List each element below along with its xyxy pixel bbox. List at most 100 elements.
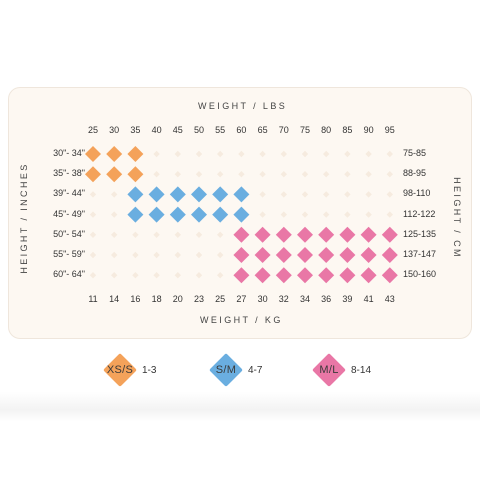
size-cell bbox=[254, 267, 271, 284]
empty-cell bbox=[365, 191, 372, 198]
empty-cell bbox=[132, 272, 139, 279]
empty-cell bbox=[195, 231, 203, 238]
bottom-axis-title: WEIGHT / KG bbox=[200, 315, 283, 325]
empty-cell bbox=[111, 251, 118, 259]
empty-cell bbox=[111, 272, 118, 279]
lbs-tick-label: 70 bbox=[278, 125, 289, 135]
inches-tick-label: 55"- 59" bbox=[53, 249, 85, 259]
empty-cell bbox=[217, 171, 224, 178]
kg-tick-label: 23 bbox=[193, 294, 205, 304]
empty-cell bbox=[217, 231, 224, 238]
size-cell bbox=[297, 247, 313, 263]
empty-cell bbox=[89, 272, 97, 279]
empty-cell bbox=[153, 150, 160, 158]
lbs-tick-label: 90 bbox=[363, 125, 374, 135]
empty-cell bbox=[323, 191, 330, 198]
size-cell bbox=[148, 206, 165, 223]
size-cell bbox=[360, 226, 377, 243]
size-cell bbox=[318, 226, 335, 243]
kg-tick-label: 43 bbox=[384, 294, 395, 304]
legend-range: 8-14 bbox=[351, 364, 372, 376]
cm-tick-label: 98-110 bbox=[403, 188, 431, 199]
empty-cell bbox=[259, 211, 266, 218]
size-cell bbox=[339, 226, 356, 243]
lbs-tick-label: 75 bbox=[299, 125, 311, 135]
kg-tick-label: 16 bbox=[130, 294, 141, 304]
size-cell bbox=[233, 267, 250, 284]
empty-cell bbox=[344, 191, 351, 198]
empty-cell bbox=[280, 211, 287, 218]
size-cell bbox=[127, 206, 144, 223]
empty-cell bbox=[174, 150, 181, 158]
size-cell bbox=[127, 146, 144, 162]
size-cell bbox=[233, 247, 250, 263]
empty-cell bbox=[217, 150, 224, 158]
lbs-tick-label: 95 bbox=[384, 125, 395, 135]
empty-cell bbox=[323, 150, 330, 158]
lbs-tick-label: 80 bbox=[321, 125, 332, 135]
empty-cell bbox=[365, 150, 372, 158]
empty-cell bbox=[153, 231, 160, 238]
legend-diamond-pink: M/L bbox=[313, 354, 345, 386]
empty-cell bbox=[301, 150, 309, 158]
empty-cell bbox=[111, 211, 118, 218]
inches-tick-label: 35"- 38" bbox=[53, 168, 85, 179]
empty-cell bbox=[344, 150, 351, 158]
empty-cell bbox=[195, 272, 203, 279]
size-cell bbox=[297, 226, 313, 243]
kg-tick-label: 27 bbox=[236, 294, 247, 304]
size-cell bbox=[127, 186, 144, 203]
size-cell bbox=[233, 226, 250, 243]
empty-cell bbox=[301, 211, 309, 218]
kg-tick-label: 11 bbox=[88, 294, 98, 304]
empty-cell bbox=[386, 191, 393, 198]
empty-cell bbox=[259, 150, 266, 158]
size-cell bbox=[148, 186, 165, 203]
size-cell bbox=[169, 186, 186, 203]
size-cell bbox=[275, 226, 292, 243]
empty-cell bbox=[365, 211, 372, 218]
lbs-tick-label: 45 bbox=[172, 125, 183, 135]
empty-cell bbox=[111, 191, 118, 198]
empty-cell bbox=[132, 251, 139, 259]
lbs-tick-label: 55 bbox=[215, 125, 226, 135]
empty-cell bbox=[217, 272, 224, 279]
empty-cell bbox=[365, 171, 372, 178]
kg-tick-label: 18 bbox=[151, 294, 162, 304]
lbs-tick-label: 25 bbox=[87, 125, 99, 135]
lbs-tick-label: 40 bbox=[151, 125, 162, 135]
empty-cell bbox=[323, 211, 330, 218]
empty-cell bbox=[280, 150, 287, 158]
legend-diamond-blue: S/M bbox=[210, 354, 242, 386]
empty-cell bbox=[153, 171, 160, 178]
size-cell bbox=[339, 247, 356, 263]
empty-cell bbox=[89, 191, 97, 198]
empty-cell bbox=[111, 231, 118, 238]
size-cell bbox=[106, 166, 123, 183]
empty-cell bbox=[238, 150, 245, 158]
kg-tick-label: 41 bbox=[363, 294, 374, 304]
empty-cell bbox=[386, 171, 393, 178]
lbs-tick-label: 30 bbox=[109, 125, 120, 135]
empty-cell bbox=[174, 251, 181, 259]
empty-cell bbox=[132, 231, 139, 238]
empty-cell bbox=[386, 211, 393, 218]
lbs-tick-label: 85 bbox=[342, 125, 353, 135]
inches-tick-label: 30"- 34" bbox=[53, 148, 85, 158]
empty-cell bbox=[238, 171, 245, 178]
inches-tick-label: 60"- 64" bbox=[53, 269, 85, 280]
cm-tick-label: 88-95 bbox=[403, 168, 427, 179]
size-cell bbox=[85, 166, 101, 183]
kg-tick-label: 39 bbox=[342, 294, 353, 304]
legend-item-xs-s: XS/S 1-3 bbox=[104, 354, 157, 386]
empty-cell bbox=[217, 251, 224, 259]
size-cell bbox=[381, 267, 398, 284]
cm-tick-label: 125-135 bbox=[403, 228, 437, 239]
empty-cell bbox=[195, 171, 203, 178]
empty-cell bbox=[280, 191, 287, 198]
size-cell bbox=[339, 267, 356, 284]
kg-tick-label: 30 bbox=[257, 294, 268, 304]
size-cell bbox=[191, 186, 207, 203]
legend-size-label: S/M bbox=[215, 364, 237, 376]
